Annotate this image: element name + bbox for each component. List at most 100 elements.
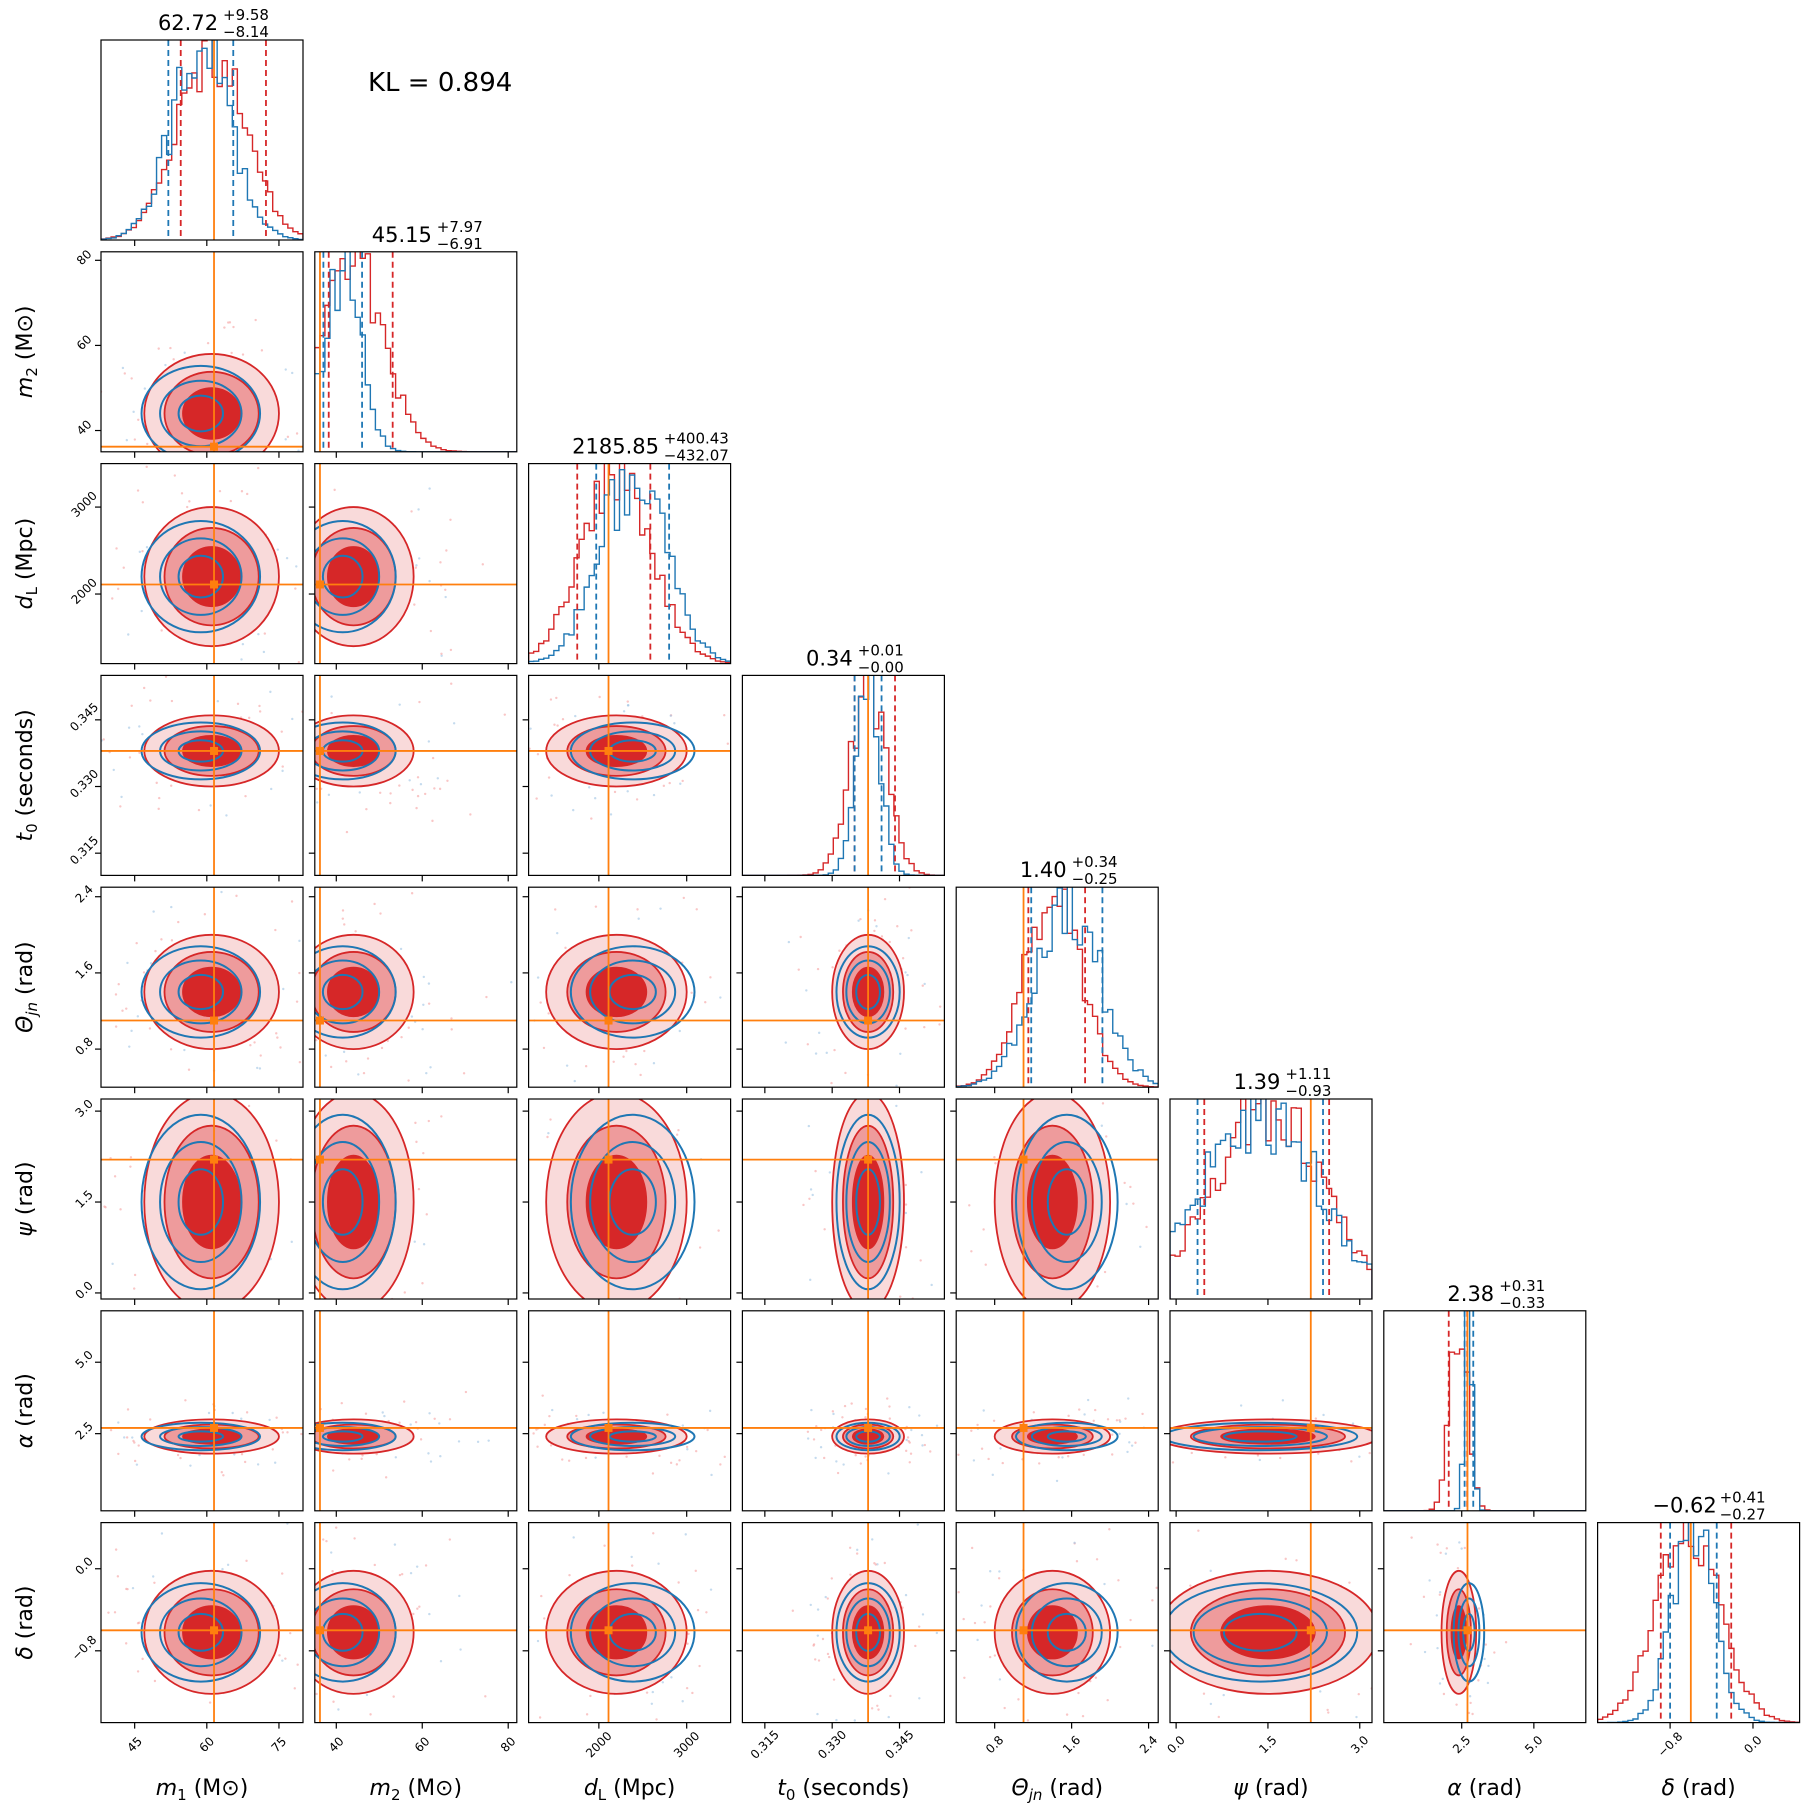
scatter-point <box>374 671 376 673</box>
x-tick-label: 1.5 <box>1256 1733 1279 1756</box>
scatter-point <box>331 1570 334 1573</box>
scatter-point <box>627 704 630 707</box>
hist-title-value: 62.72 <box>158 11 218 35</box>
scatter-point <box>1017 1698 1020 1701</box>
hist-a <box>314 251 517 452</box>
scatter-point <box>1493 1625 1495 1627</box>
scatter-point <box>393 1059 395 1061</box>
scatter-point <box>1327 1711 1330 1714</box>
scatter-point <box>349 1416 351 1418</box>
scatter-point <box>375 689 377 691</box>
scatter-point <box>299 1023 301 1025</box>
scatter-point <box>1145 1225 1148 1229</box>
scatter-point <box>304 950 306 952</box>
hist-a <box>1170 1099 1372 1299</box>
scatter-point <box>899 1052 902 1056</box>
scatter-point <box>229 665 231 667</box>
hist-title-plus: +1.11 <box>1285 1065 1331 1083</box>
panel-m1-psi <box>101 1099 303 1372</box>
scatter-point <box>1357 1692 1360 1696</box>
scatter-point <box>299 1601 301 1603</box>
scatter-point <box>992 1419 996 1422</box>
scatter-point <box>841 1416 844 1419</box>
scatter-point <box>1310 1731 1312 1733</box>
contour-b-level-0 <box>314 1582 397 1683</box>
scatter-point <box>737 756 739 758</box>
scatter-point <box>816 1712 819 1716</box>
contour-a-level-2 <box>182 546 242 608</box>
scatter-point <box>1438 1593 1442 1596</box>
scatter-point <box>738 1027 740 1029</box>
scatter-point <box>258 704 261 708</box>
scatter-point <box>826 1597 829 1600</box>
scatter-point <box>826 1652 830 1656</box>
contour-a-level-2 <box>585 1154 648 1250</box>
scatter-point <box>698 1246 702 1249</box>
y-axis-label-delta: δ (rad) <box>13 1586 38 1660</box>
contour-b-level-1 <box>1457 1597 1481 1668</box>
truth-marker <box>1463 1626 1472 1635</box>
scatter-point <box>128 1045 131 1048</box>
scatter-point <box>1075 1504 1077 1506</box>
scatter-point <box>429 629 433 633</box>
scatter-point <box>387 1076 389 1078</box>
scatter-point <box>806 1437 810 1440</box>
scatter-point <box>75 1445 77 1447</box>
scatter-point <box>398 784 401 787</box>
scatter-point <box>731 1417 733 1419</box>
scatter-point <box>1444 1515 1446 1517</box>
scatter-point <box>281 1572 284 1575</box>
scatter-point <box>873 929 876 933</box>
scatter-point <box>1145 1444 1147 1446</box>
contour-b-level-2 <box>177 554 225 599</box>
scatter-point <box>114 993 118 996</box>
scatter-point <box>141 501 145 504</box>
scatter-point <box>609 813 613 816</box>
scatter-point <box>327 793 331 797</box>
scatter-point <box>575 1752 577 1754</box>
scatter-point <box>907 1089 909 1091</box>
scatter-point <box>188 500 191 503</box>
scatter-point <box>681 1512 683 1514</box>
scatter-point <box>1108 1454 1110 1456</box>
scatter-point <box>250 1068 252 1070</box>
hist-panel-psi <box>1170 1099 1372 1299</box>
scatter-point <box>161 1370 163 1372</box>
scatter-point <box>300 1432 303 1436</box>
scatter-point <box>153 1679 157 1683</box>
hist-title-plus: +0.01 <box>858 641 904 659</box>
scatter-point <box>415 564 418 567</box>
scatter-point <box>694 1569 697 1573</box>
scatter-point <box>276 1036 279 1039</box>
scatter-point <box>88 986 90 988</box>
scatter-point <box>584 1456 588 1460</box>
scatter-point <box>1202 1692 1206 1695</box>
scatter-point <box>1435 1614 1439 1617</box>
panel-frame <box>1596 1521 1801 1724</box>
panel-m1-alpha <box>75 1310 351 1511</box>
scatter-point <box>289 1631 292 1635</box>
scatter-point <box>864 1407 868 1411</box>
panel-frame <box>741 1098 946 1300</box>
scatter-point <box>913 1396 915 1398</box>
contour-b-level-0 <box>140 1421 262 1452</box>
scatter-point <box>996 1408 998 1410</box>
scatter-point <box>304 1126 306 1128</box>
scatter-point <box>173 474 177 477</box>
scatter-point <box>883 897 887 901</box>
scatter-point <box>1139 1245 1142 1249</box>
scatter-point <box>907 936 910 940</box>
y-axis-label-psi: ψ (rad) <box>13 1161 38 1236</box>
scatter-point <box>1487 1664 1490 1668</box>
scatter-point <box>983 1621 986 1624</box>
scatter-point <box>910 1428 913 1432</box>
scatter-point <box>130 1029 133 1033</box>
scatter-point <box>543 1423 546 1427</box>
scatter-point <box>822 1088 824 1090</box>
scatter-point <box>556 931 559 935</box>
panel-frame <box>1169 1098 1373 1300</box>
scatter-point <box>256 1066 259 1070</box>
scatter-point <box>254 1095 256 1097</box>
scatter-point <box>85 746 87 748</box>
scatter-point <box>1389 1659 1391 1661</box>
